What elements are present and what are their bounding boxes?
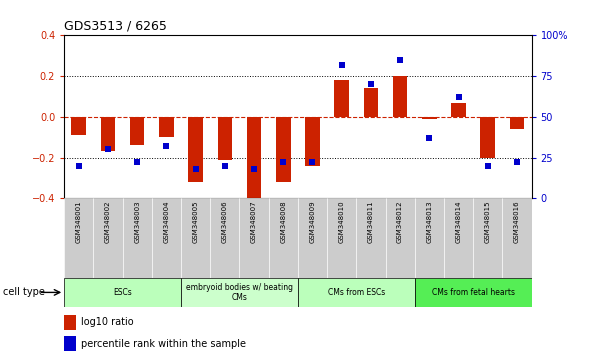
Text: GSM348003: GSM348003	[134, 201, 140, 243]
Bar	[510, 117, 524, 129]
FancyBboxPatch shape	[269, 198, 298, 278]
Point	[191, 166, 200, 172]
Text: GSM348001: GSM348001	[76, 201, 82, 243]
Bar	[159, 117, 174, 137]
FancyBboxPatch shape	[415, 278, 532, 307]
Bar	[334, 80, 349, 117]
Text: ESCs: ESCs	[113, 288, 132, 297]
Text: GSM348008: GSM348008	[280, 201, 287, 243]
FancyBboxPatch shape	[123, 198, 152, 278]
Bar	[393, 76, 408, 117]
Text: GSM348002: GSM348002	[105, 201, 111, 243]
Text: log10 ratio: log10 ratio	[81, 317, 133, 327]
FancyBboxPatch shape	[327, 198, 356, 278]
Point	[103, 147, 113, 152]
Point	[220, 163, 230, 169]
FancyBboxPatch shape	[444, 198, 473, 278]
Bar	[130, 117, 144, 145]
Point	[425, 135, 434, 141]
FancyBboxPatch shape	[240, 198, 269, 278]
FancyBboxPatch shape	[64, 198, 93, 278]
Bar	[364, 88, 378, 117]
Bar	[64, 315, 76, 330]
Bar	[64, 336, 76, 351]
Bar	[218, 117, 232, 160]
FancyBboxPatch shape	[473, 198, 502, 278]
Point	[279, 160, 288, 165]
FancyBboxPatch shape	[502, 198, 532, 278]
Bar	[452, 103, 466, 117]
Text: percentile rank within the sample: percentile rank within the sample	[81, 338, 246, 349]
Text: embryoid bodies w/ beating
CMs: embryoid bodies w/ beating CMs	[186, 283, 293, 302]
Text: CMs from ESCs: CMs from ESCs	[327, 288, 385, 297]
Point	[161, 143, 171, 149]
Bar	[188, 117, 203, 182]
Bar	[276, 117, 291, 182]
Bar	[247, 117, 262, 198]
Point	[337, 62, 346, 68]
Text: GSM348011: GSM348011	[368, 201, 374, 243]
Point	[307, 160, 317, 165]
Text: GSM348012: GSM348012	[397, 201, 403, 243]
FancyBboxPatch shape	[181, 278, 298, 307]
Point	[366, 81, 376, 87]
Text: cell type: cell type	[3, 287, 45, 297]
Bar	[305, 117, 320, 166]
Text: GSM348016: GSM348016	[514, 201, 520, 243]
Text: GSM348006: GSM348006	[222, 201, 228, 243]
Point	[249, 166, 259, 172]
Point	[74, 163, 84, 169]
Text: GSM348005: GSM348005	[192, 201, 199, 243]
Bar	[101, 117, 115, 152]
Text: GSM348010: GSM348010	[338, 201, 345, 243]
Point	[512, 160, 522, 165]
Point	[395, 57, 405, 63]
Text: GDS3513 / 6265: GDS3513 / 6265	[64, 20, 167, 33]
FancyBboxPatch shape	[152, 198, 181, 278]
Text: GSM348004: GSM348004	[163, 201, 169, 243]
FancyBboxPatch shape	[93, 198, 123, 278]
Text: CMs from fetal hearts: CMs from fetal hearts	[431, 288, 514, 297]
FancyBboxPatch shape	[181, 198, 210, 278]
Point	[133, 160, 142, 165]
Text: GSM348015: GSM348015	[485, 201, 491, 243]
Bar	[480, 117, 495, 158]
FancyBboxPatch shape	[415, 198, 444, 278]
FancyBboxPatch shape	[210, 198, 240, 278]
FancyBboxPatch shape	[386, 198, 415, 278]
Bar	[71, 117, 86, 135]
Text: GSM348014: GSM348014	[456, 201, 461, 243]
Text: GSM348007: GSM348007	[251, 201, 257, 243]
FancyBboxPatch shape	[64, 278, 181, 307]
FancyBboxPatch shape	[298, 278, 415, 307]
FancyBboxPatch shape	[356, 198, 386, 278]
Bar	[422, 117, 437, 119]
Point	[453, 95, 463, 100]
Point	[483, 163, 492, 169]
Text: GSM348013: GSM348013	[426, 201, 433, 243]
FancyBboxPatch shape	[298, 198, 327, 278]
Text: GSM348009: GSM348009	[309, 201, 315, 243]
